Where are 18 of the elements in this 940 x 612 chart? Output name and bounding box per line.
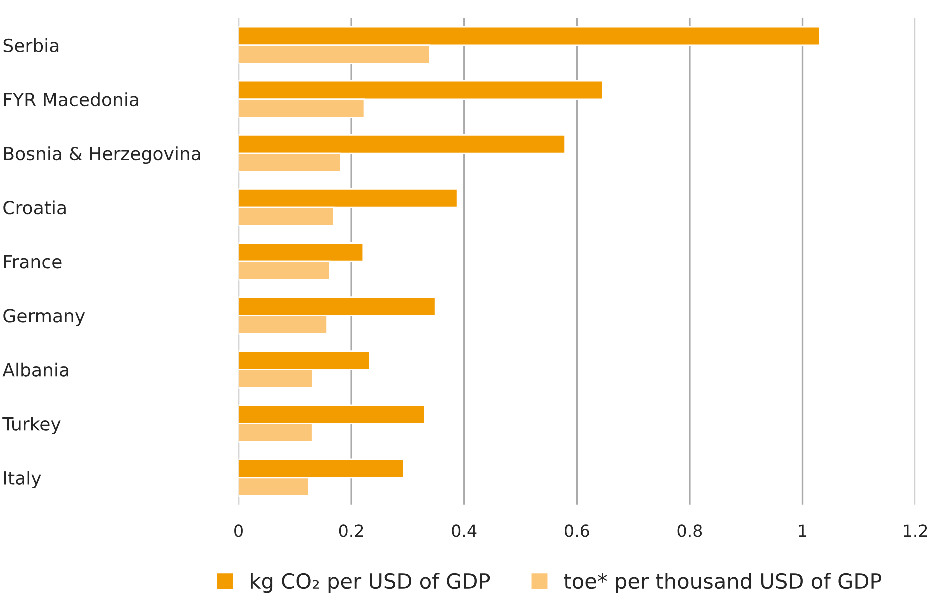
y-tick-label: Turkey	[2, 416, 61, 434]
y-tick-label: Albania	[2, 362, 68, 377]
legend-label: toe* per thousand USD of GDP	[564, 573, 882, 594]
y-tick-label: Bosnia & Herzegovina	[4, 146, 200, 164]
x-tick-label: 0	[234, 524, 243, 538]
x-tick-label: 0.8	[678, 524, 702, 538]
legend-label: kg CO₂ per USD of GDP	[251, 573, 490, 594]
x-tick-label: 0.2	[339, 524, 364, 538]
y-tick-label: Croatia	[4, 200, 66, 215]
x-tick-label: 0.6	[565, 524, 590, 538]
x-tick-label: 1.2	[904, 524, 928, 538]
x-tick-label: 0.4	[452, 524, 477, 538]
x-tick-label: 1	[799, 524, 807, 538]
y-tick-label: France	[4, 255, 62, 269]
y-tick-label: Germany	[4, 309, 86, 326]
y-tick-label: Serbia	[4, 38, 59, 53]
y-tick-label: FYR Macedonia	[4, 92, 138, 107]
y-tick-label: Italy	[4, 471, 42, 488]
